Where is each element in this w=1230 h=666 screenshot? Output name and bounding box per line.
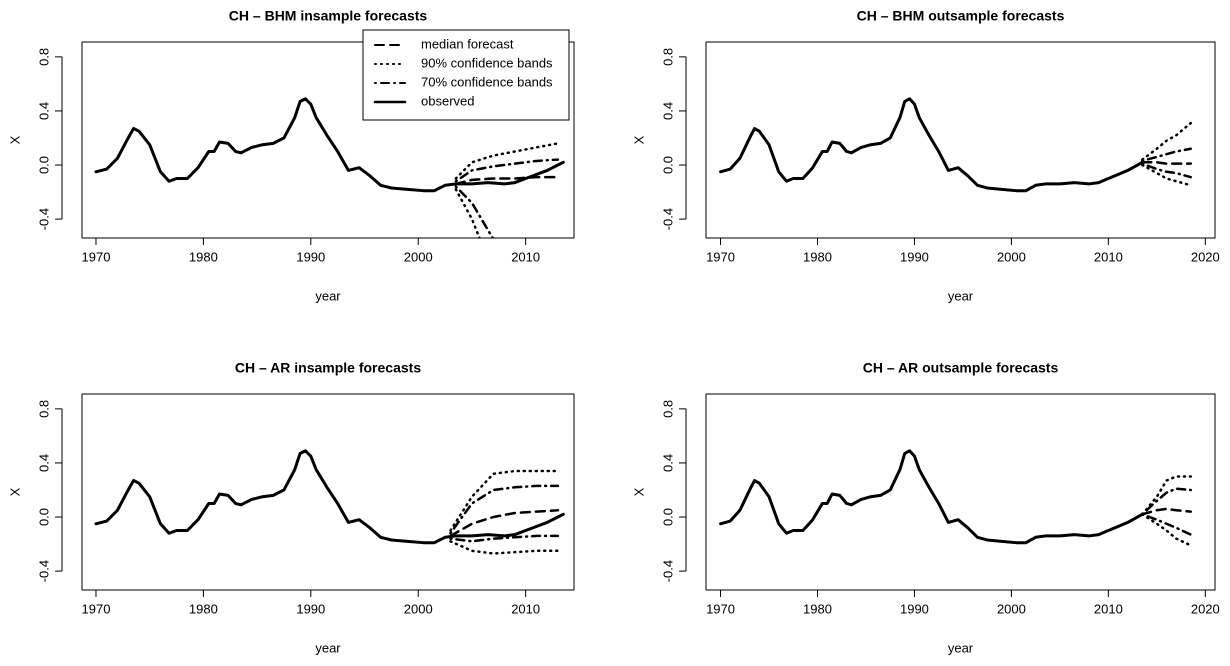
legend-label: observed [421, 93, 474, 108]
y-tick-label: -0.4 [36, 208, 51, 230]
y-axis-label: X [631, 487, 646, 496]
y-tick-label: 0.4 [36, 102, 51, 120]
series-line [1141, 162, 1193, 179]
x-tick-label: 2010 [511, 249, 540, 264]
panel: CH – BHM outsample forecasts year X 1970 198… [631, 8, 1219, 304]
x-tick-label: 2010 [511, 601, 540, 616]
x-tick-label: 1970 [82, 601, 111, 616]
y-tick-label: -0.4 [36, 560, 51, 582]
plot-frame [705, 393, 1216, 591]
x-axis-label: year [315, 288, 341, 303]
y-tick-label: 0.4 [660, 454, 675, 472]
series-line [454, 158, 560, 183]
series-line [1141, 163, 1193, 187]
x-tick-label: 2000 [997, 249, 1026, 264]
x-tick-label: 1990 [296, 249, 325, 264]
series-line [1141, 507, 1193, 516]
plot-area [94, 97, 565, 238]
x-axis-label: year [948, 640, 974, 655]
series-line [1141, 513, 1193, 547]
series-line [1141, 513, 1193, 536]
series-line [94, 97, 565, 193]
y-tick-label: -0.4 [660, 560, 675, 582]
x-axis-label: year [948, 288, 974, 303]
y-tick-label: 0.8 [660, 400, 675, 418]
series-line [454, 142, 560, 180]
x-tick-label: 2010 [1094, 601, 1123, 616]
chart-title: CH – BHM outsample forecasts [857, 8, 1065, 24]
x-tick-label: 1970 [82, 249, 111, 264]
panel: CH – AR insample forecasts year X 1970 1980 1… [7, 360, 575, 655]
x-tick-label: 1990 [900, 249, 929, 264]
y-tick-label: 0.4 [36, 454, 51, 472]
legend-label: median forecast [421, 36, 514, 51]
x-tick-label: 2010 [1094, 249, 1123, 264]
plot-frame [81, 41, 575, 239]
y-axis-label: X [7, 487, 22, 496]
series-line [1141, 121, 1193, 161]
y-tick-label: 0.8 [36, 400, 51, 418]
legend-label: 90% confidence bands [421, 55, 553, 70]
x-tick-label: 2000 [997, 601, 1026, 616]
x-tick-label: 1990 [296, 601, 325, 616]
panel: CH – BHM insample forecasts year X 1970 1980… [7, 8, 575, 303]
series-line [454, 185, 495, 238]
series-line [449, 484, 560, 535]
y-tick-label: 0.8 [660, 48, 675, 66]
x-tick-label: 1990 [900, 601, 929, 616]
plot-area [719, 449, 1193, 547]
series-line [94, 449, 565, 545]
y-axis-label: X [7, 135, 22, 144]
y-tick-label: 0.0 [660, 508, 675, 526]
plot-frame [705, 41, 1216, 239]
x-tick-label: 2020 [1191, 601, 1220, 616]
y-tick-label: -0.4 [660, 208, 675, 230]
series-line [449, 540, 560, 555]
y-tick-label: 0.8 [36, 48, 51, 66]
legend: median forecast 90% confidence bands 70% c… [362, 29, 570, 121]
chart-title: CH – AR insample forecasts [235, 360, 421, 376]
x-tick-label: 1980 [803, 601, 832, 616]
series-line [719, 449, 1144, 545]
y-axis-label: X [631, 135, 646, 144]
y-tick-label: 0.4 [660, 102, 675, 120]
legend-label: 70% confidence bands [421, 74, 553, 89]
x-tick-label: 1970 [706, 601, 735, 616]
series-line [1141, 475, 1193, 516]
x-tick-label: 1980 [189, 249, 218, 264]
series-line [719, 97, 1144, 193]
y-tick-label: 0.0 [660, 156, 675, 174]
x-tick-label: 2020 [1191, 249, 1220, 264]
x-tick-label: 2000 [404, 249, 433, 264]
series-line [1141, 161, 1193, 165]
plot-area [719, 97, 1193, 193]
plot-inner [719, 449, 1193, 547]
series-line [449, 534, 560, 543]
x-tick-label: 2000 [404, 601, 433, 616]
chart-title: CH – BHM insample forecasts [229, 8, 428, 24]
series-line [1141, 487, 1193, 516]
y-tick-label: 0.0 [36, 508, 51, 526]
plot-area [94, 449, 565, 555]
panel: CH – AR outsample forecasts year X 1970 1980… [631, 360, 1219, 656]
series-line [1141, 147, 1193, 163]
series-line [449, 469, 560, 532]
plot-inner [719, 97, 1193, 193]
chart-title: CH – AR outsample forecasts [863, 360, 1059, 376]
y-tick-label: 0.0 [36, 156, 51, 174]
series-line [454, 175, 560, 186]
plot-frame [81, 393, 575, 591]
x-tick-label: 1980 [803, 249, 832, 264]
x-axis-label: year [315, 640, 341, 655]
series-line [449, 509, 560, 538]
x-tick-label: 1980 [189, 601, 218, 616]
plot-inner [94, 97, 565, 238]
series-line [454, 188, 481, 238]
plot-inner [94, 449, 565, 555]
x-tick-label: 1970 [706, 249, 735, 264]
